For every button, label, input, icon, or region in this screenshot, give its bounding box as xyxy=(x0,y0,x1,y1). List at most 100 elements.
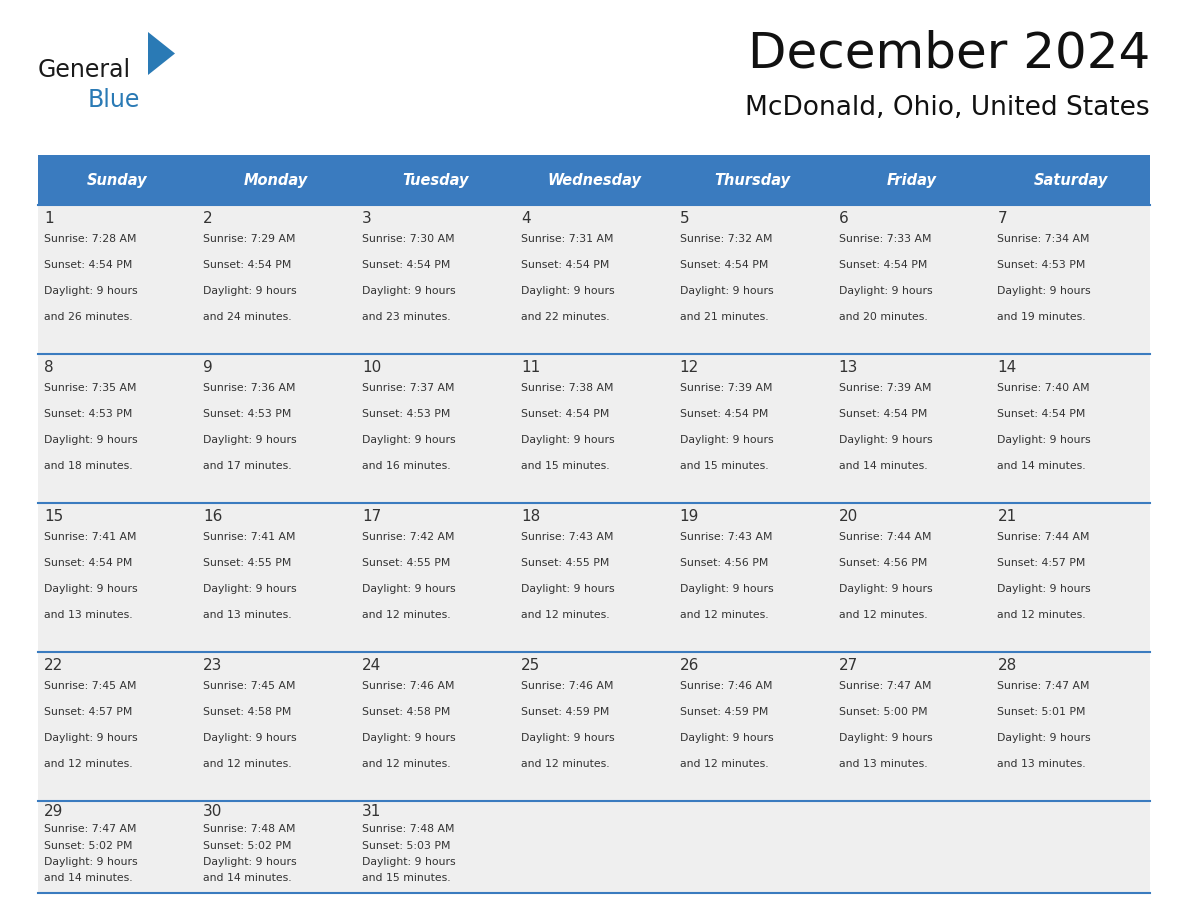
Text: Daylight: 9 hours: Daylight: 9 hours xyxy=(44,286,138,297)
Text: Daylight: 9 hours: Daylight: 9 hours xyxy=(44,584,138,594)
Text: Sunset: 4:53 PM: Sunset: 4:53 PM xyxy=(203,409,291,419)
Text: Saturday: Saturday xyxy=(1034,173,1107,187)
Text: Sunrise: 7:30 AM: Sunrise: 7:30 AM xyxy=(362,234,455,244)
Polygon shape xyxy=(148,32,175,75)
Text: Sunrise: 7:47 AM: Sunrise: 7:47 AM xyxy=(839,681,931,691)
Text: Thursday: Thursday xyxy=(715,173,791,187)
Text: Sunset: 4:54 PM: Sunset: 4:54 PM xyxy=(680,409,769,419)
Text: Sunrise: 7:34 AM: Sunrise: 7:34 AM xyxy=(998,234,1091,244)
Text: 27: 27 xyxy=(839,657,858,673)
Text: 6: 6 xyxy=(839,211,848,226)
Bar xyxy=(38,354,197,503)
Text: Sunrise: 7:46 AM: Sunrise: 7:46 AM xyxy=(520,681,613,691)
Text: Sunrise: 7:32 AM: Sunrise: 7:32 AM xyxy=(680,234,772,244)
Text: Sunset: 4:54 PM: Sunset: 4:54 PM xyxy=(44,558,133,568)
Bar xyxy=(674,354,833,503)
Text: and 26 minutes.: and 26 minutes. xyxy=(44,312,133,322)
Text: 13: 13 xyxy=(839,360,858,375)
Bar xyxy=(991,354,1150,503)
Text: Sunrise: 7:38 AM: Sunrise: 7:38 AM xyxy=(520,383,613,393)
Text: Sunrise: 7:46 AM: Sunrise: 7:46 AM xyxy=(362,681,455,691)
Text: Daylight: 9 hours: Daylight: 9 hours xyxy=(362,584,456,594)
Text: Sunrise: 7:48 AM: Sunrise: 7:48 AM xyxy=(203,824,296,834)
Text: 30: 30 xyxy=(203,804,222,820)
Text: Monday: Monday xyxy=(245,173,309,187)
Text: 4: 4 xyxy=(520,211,531,226)
Bar xyxy=(38,205,197,354)
Text: Daylight: 9 hours: Daylight: 9 hours xyxy=(362,733,456,743)
Text: Blue: Blue xyxy=(88,88,140,112)
Text: Sunrise: 7:47 AM: Sunrise: 7:47 AM xyxy=(998,681,1091,691)
Text: and 14 minutes.: and 14 minutes. xyxy=(839,461,928,471)
Bar xyxy=(674,652,833,800)
Text: Sunset: 5:03 PM: Sunset: 5:03 PM xyxy=(362,841,450,851)
Text: 20: 20 xyxy=(839,509,858,524)
Text: Sunrise: 7:47 AM: Sunrise: 7:47 AM xyxy=(44,824,137,834)
Bar xyxy=(674,155,833,205)
Text: 29: 29 xyxy=(44,804,64,820)
Text: Daylight: 9 hours: Daylight: 9 hours xyxy=(839,733,933,743)
Text: and 12 minutes.: and 12 minutes. xyxy=(520,759,609,769)
Text: and 12 minutes.: and 12 minutes. xyxy=(680,759,769,769)
Text: 28: 28 xyxy=(998,657,1017,673)
Text: Sunrise: 7:31 AM: Sunrise: 7:31 AM xyxy=(520,234,613,244)
Text: 21: 21 xyxy=(998,509,1017,524)
Text: Sunrise: 7:48 AM: Sunrise: 7:48 AM xyxy=(362,824,455,834)
Text: Tuesday: Tuesday xyxy=(402,173,468,187)
Text: and 15 minutes.: and 15 minutes. xyxy=(680,461,769,471)
Text: Daylight: 9 hours: Daylight: 9 hours xyxy=(203,286,297,297)
Text: 16: 16 xyxy=(203,509,222,524)
Text: 2: 2 xyxy=(203,211,213,226)
Text: Daylight: 9 hours: Daylight: 9 hours xyxy=(44,856,138,867)
Text: Daylight: 9 hours: Daylight: 9 hours xyxy=(680,584,773,594)
Text: Sunset: 4:54 PM: Sunset: 4:54 PM xyxy=(362,260,450,270)
Text: 17: 17 xyxy=(362,509,381,524)
Text: Daylight: 9 hours: Daylight: 9 hours xyxy=(203,856,297,867)
Text: 26: 26 xyxy=(680,657,700,673)
Text: Sunset: 4:58 PM: Sunset: 4:58 PM xyxy=(362,707,450,717)
Bar xyxy=(38,800,197,893)
Text: Sunset: 4:57 PM: Sunset: 4:57 PM xyxy=(44,707,133,717)
Text: Sunset: 4:54 PM: Sunset: 4:54 PM xyxy=(839,409,927,419)
Text: Sunset: 4:54 PM: Sunset: 4:54 PM xyxy=(520,260,609,270)
Text: and 12 minutes.: and 12 minutes. xyxy=(362,610,450,620)
Text: Daylight: 9 hours: Daylight: 9 hours xyxy=(998,435,1091,445)
Text: Sunrise: 7:28 AM: Sunrise: 7:28 AM xyxy=(44,234,137,244)
Text: Daylight: 9 hours: Daylight: 9 hours xyxy=(839,435,933,445)
Text: Sunset: 4:54 PM: Sunset: 4:54 PM xyxy=(520,409,609,419)
Bar xyxy=(38,652,197,800)
Text: 3: 3 xyxy=(362,211,372,226)
Text: Sunrise: 7:29 AM: Sunrise: 7:29 AM xyxy=(203,234,296,244)
Text: Sunset: 4:54 PM: Sunset: 4:54 PM xyxy=(998,409,1086,419)
Bar xyxy=(991,652,1150,800)
Bar xyxy=(197,354,355,503)
Text: and 12 minutes.: and 12 minutes. xyxy=(520,610,609,620)
Text: and 12 minutes.: and 12 minutes. xyxy=(680,610,769,620)
Text: Sunset: 4:56 PM: Sunset: 4:56 PM xyxy=(680,558,769,568)
Text: Daylight: 9 hours: Daylight: 9 hours xyxy=(520,286,614,297)
Text: Sunset: 4:54 PM: Sunset: 4:54 PM xyxy=(44,260,133,270)
Text: Sunset: 4:55 PM: Sunset: 4:55 PM xyxy=(362,558,450,568)
Text: General: General xyxy=(38,58,131,82)
Text: and 13 minutes.: and 13 minutes. xyxy=(203,610,292,620)
Text: Sunset: 4:58 PM: Sunset: 4:58 PM xyxy=(203,707,291,717)
Text: and 12 minutes.: and 12 minutes. xyxy=(998,610,1086,620)
Bar xyxy=(674,205,833,354)
Text: December 2024: December 2024 xyxy=(747,30,1150,78)
Text: and 12 minutes.: and 12 minutes. xyxy=(203,759,292,769)
Bar xyxy=(674,800,833,893)
Text: Sunset: 4:54 PM: Sunset: 4:54 PM xyxy=(839,260,927,270)
Text: 8: 8 xyxy=(44,360,53,375)
Bar xyxy=(991,205,1150,354)
Bar xyxy=(514,155,674,205)
Text: and 12 minutes.: and 12 minutes. xyxy=(362,759,450,769)
Text: Daylight: 9 hours: Daylight: 9 hours xyxy=(203,584,297,594)
Text: Sunset: 4:53 PM: Sunset: 4:53 PM xyxy=(998,260,1086,270)
Text: Sunrise: 7:35 AM: Sunrise: 7:35 AM xyxy=(44,383,137,393)
Text: Daylight: 9 hours: Daylight: 9 hours xyxy=(839,286,933,297)
Text: 31: 31 xyxy=(362,804,381,820)
Text: Sunset: 5:01 PM: Sunset: 5:01 PM xyxy=(998,707,1086,717)
Text: and 18 minutes.: and 18 minutes. xyxy=(44,461,133,471)
Text: Daylight: 9 hours: Daylight: 9 hours xyxy=(362,435,456,445)
Bar xyxy=(674,503,833,652)
